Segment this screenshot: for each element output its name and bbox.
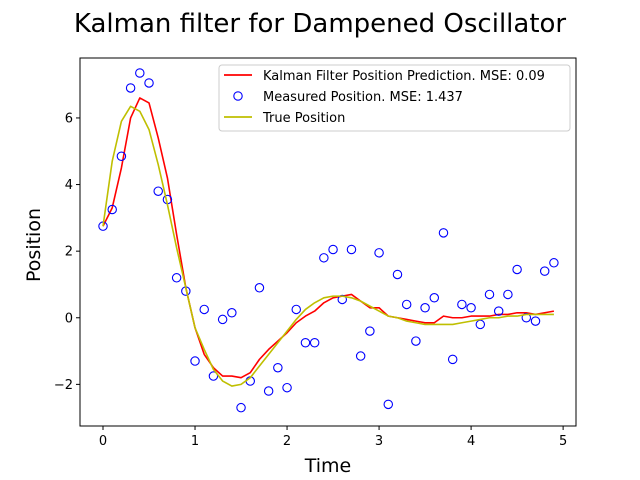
measured-point — [227, 308, 237, 318]
measured-point — [512, 264, 522, 275]
measured-point — [107, 204, 117, 215]
axes-frame — [79, 57, 577, 427]
plot-area — [98, 68, 559, 413]
measured-point — [475, 319, 486, 330]
measured-point — [383, 399, 394, 410]
measured-point — [466, 303, 476, 313]
measured-point — [319, 253, 329, 263]
measured-point — [282, 382, 292, 393]
x-tick-label: 5 — [559, 434, 567, 449]
x-tick-label: 0 — [99, 434, 107, 449]
series-line-0 — [102, 97, 555, 379]
x-tick-label: 4 — [467, 434, 475, 449]
measured-point — [328, 244, 338, 255]
measured-point — [199, 304, 209, 315]
measured-point — [254, 283, 265, 293]
measured-point — [438, 228, 449, 238]
measured-point — [208, 371, 219, 381]
measured-point — [530, 316, 541, 326]
measured-point — [116, 151, 127, 161]
measured-point — [217, 314, 228, 325]
x-axis-label: Time — [304, 455, 352, 477]
measured-point — [521, 313, 532, 323]
legend-entry: Kalman Filter Position Prediction. MSE: … — [263, 69, 545, 84]
y-tick-label: −2 — [54, 378, 73, 393]
legend-entry: True Position — [262, 111, 345, 126]
series-line-2 — [102, 105, 554, 387]
measured-point — [503, 289, 513, 300]
measured-point — [493, 306, 504, 316]
measured-point — [429, 293, 440, 303]
measured-point — [401, 299, 412, 310]
chart-title: Kalman filter for Dampened Oscillator — [74, 9, 567, 39]
legend-swatch — [233, 91, 243, 101]
measured-point — [190, 356, 200, 366]
measured-point — [420, 303, 430, 313]
measured-point — [374, 248, 384, 258]
measured-point — [135, 68, 145, 78]
x-tick-label: 3 — [375, 434, 383, 449]
y-tick-label: 0 — [65, 311, 73, 326]
y-tick-label: 6 — [65, 111, 73, 126]
measured-point — [171, 273, 182, 283]
measured-point — [365, 326, 375, 336]
measured-point — [125, 83, 136, 93]
measured-point — [300, 337, 311, 348]
measured-point — [355, 351, 366, 361]
y-tick-label: 2 — [65, 245, 73, 260]
measured-point — [291, 304, 301, 315]
legend-box — [218, 64, 571, 132]
legend: Kalman Filter Position Prediction. MSE: … — [218, 64, 571, 132]
measured-point — [144, 78, 154, 88]
measured-point — [236, 402, 246, 413]
measured-point — [153, 186, 163, 196]
measured-point — [263, 386, 274, 396]
legend-entry: Measured Position. MSE: 1.437 — [263, 90, 463, 105]
x-tick-label: 1 — [191, 434, 199, 449]
measured-point — [457, 299, 467, 310]
measured-point — [392, 269, 403, 280]
measured-point — [549, 258, 559, 268]
measured-point — [346, 244, 357, 255]
measured-point — [337, 294, 348, 305]
y-axis-label: Position — [23, 208, 45, 282]
y-tick-label: 4 — [65, 178, 73, 193]
measured-point — [484, 289, 495, 300]
x-tick-label: 2 — [283, 434, 291, 449]
measured-point — [411, 336, 421, 346]
measured-point — [273, 362, 283, 373]
measured-point — [309, 337, 320, 348]
y-axis: −2 0 2 4 6 — [54, 111, 80, 393]
x-axis: 0 1 2 3 4 5 — [99, 426, 567, 449]
measured-point — [539, 266, 550, 276]
measured-point — [447, 354, 458, 365]
